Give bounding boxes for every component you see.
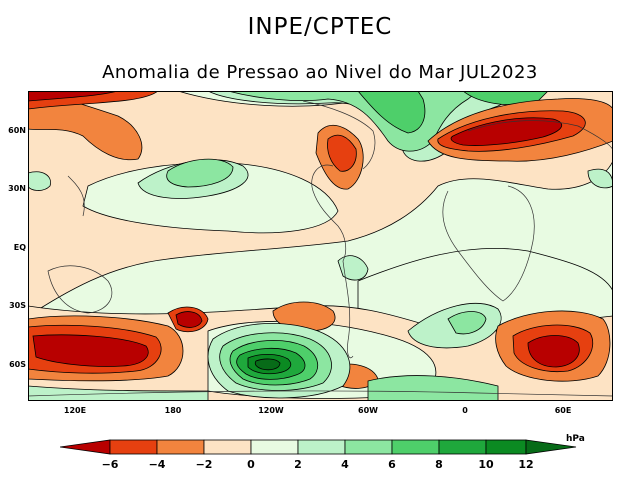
- colorbar-segment-neg4-neg2: [156, 439, 205, 455]
- map-title: Anomalia de Pressao ao Nivel do Mar JUL2…: [102, 62, 538, 83]
- lat-label-eq: EQ: [13, 243, 26, 252]
- field-neg6-sw: [32, 334, 149, 367]
- colorbar-label: 2: [294, 458, 302, 471]
- colorbar-label: −6: [101, 458, 119, 471]
- field-neg6-sw-e: [175, 311, 203, 328]
- coast-americas: [311, 164, 354, 359]
- coastlines: [28, 100, 613, 397]
- colorbar-segment-2-4: [297, 439, 346, 455]
- field-pos4-antarctic: [367, 375, 499, 401]
- field-pos12-spac: [254, 358, 281, 371]
- lon-label-0: 0: [462, 406, 468, 415]
- coast-east-asia: [67, 175, 85, 217]
- lon-label-60w: 60W: [358, 406, 378, 415]
- coast-antarctica: [28, 390, 613, 397]
- field-pos2-satl: [337, 255, 369, 281]
- field-pos4-indian: [447, 311, 487, 335]
- colorbar-label: 10: [478, 458, 494, 471]
- colorbar-label: 0: [247, 458, 255, 471]
- field-pos2-west: [28, 171, 51, 191]
- field-neg6-se: [527, 335, 580, 368]
- colorbar-label: 12: [518, 458, 534, 471]
- colorbar-label: 6: [388, 458, 396, 471]
- agency-title: INPE/CPTEC: [247, 14, 393, 40]
- colorbar-label: 4: [341, 458, 349, 471]
- field-pos4-npac: [166, 158, 234, 188]
- field-pos6-arctic: [357, 91, 426, 134]
- lat-label-60n: 60N: [8, 126, 26, 135]
- field-neg2-npac-w: [28, 91, 143, 161]
- colorbar: [60, 439, 577, 455]
- colorbar-segment-0-2: [250, 439, 299, 455]
- field-neg4-namerica: [327, 134, 357, 172]
- coast-africa: [442, 185, 535, 302]
- colorbar-label: −2: [195, 458, 213, 471]
- colorbar-unit: hPa: [566, 434, 585, 444]
- lon-label-180: 180: [164, 406, 182, 415]
- lon-label-120e: 120E: [63, 406, 87, 415]
- colorbar-label: −4: [148, 458, 166, 471]
- colorbar-segment-gt-12: [525, 439, 577, 455]
- map-frame: [28, 91, 613, 401]
- lat-label-30n: 30N: [8, 184, 26, 193]
- colorbar-label: 8: [435, 458, 443, 471]
- lon-label-60e: 60E: [554, 406, 572, 415]
- coast-australia: [47, 265, 113, 314]
- colorbar-segment-4-6: [344, 439, 393, 455]
- colorbar-segment-8-10: [438, 439, 487, 455]
- lat-label-60s: 60S: [9, 360, 26, 369]
- lat-label-30s: 30S: [9, 301, 26, 310]
- field-pos2-europe-e: [587, 168, 613, 189]
- anomaly-map: [28, 91, 613, 401]
- colorbar-segment-10-12: [485, 439, 527, 455]
- colorbar-segment-6-8: [391, 439, 440, 455]
- field-neg6-eurasia: [450, 117, 563, 146]
- colorbar-segment-neg6-neg4: [109, 439, 158, 455]
- coast-north-america: [302, 100, 376, 170]
- lon-label-120w: 120W: [258, 406, 284, 415]
- coast-eurasia: [467, 120, 613, 152]
- colorbar-segment-lt-neg6: [60, 439, 111, 455]
- colorbar-segment-neg2-0: [203, 439, 252, 455]
